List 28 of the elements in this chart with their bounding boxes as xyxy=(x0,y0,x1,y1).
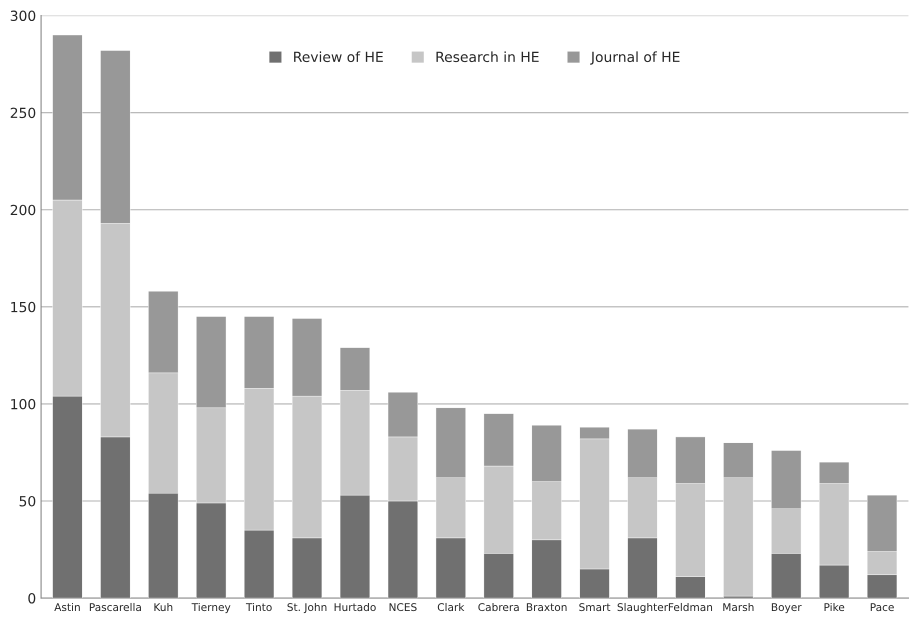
legend-label: Journal of HE xyxy=(590,51,680,65)
y-tick-label: 200 xyxy=(10,204,36,216)
y-tick-label: 50 xyxy=(20,496,36,506)
y-tick-label: 150 xyxy=(11,302,36,312)
x-tick-label: Smart xyxy=(579,603,610,612)
x-tick-label: Hurtado xyxy=(334,602,376,612)
x-tick-label: Boyer xyxy=(772,603,802,614)
x-tick-label: Slaughter xyxy=(618,602,668,614)
y-tick-label: 300 xyxy=(10,10,36,22)
y-tick-label: 250 xyxy=(10,108,36,118)
x-tick-label: Marsh xyxy=(723,602,754,612)
x-tick-label: Feldman xyxy=(668,602,712,612)
x-tick-label: Clark xyxy=(438,602,464,612)
x-tick-label: Pascarella xyxy=(90,602,141,612)
legend-label: Research in HE xyxy=(436,51,539,62)
x-tick-label: Tierney xyxy=(192,602,230,614)
y-tick-label: 0 xyxy=(28,593,36,604)
x-tick-label: St. John xyxy=(287,602,326,614)
x-tick-label: Cabrera xyxy=(478,602,519,612)
x-tick-label: Astin xyxy=(54,602,80,612)
x-tick-label: Pike xyxy=(824,602,844,612)
y-tick-label: 100 xyxy=(11,398,36,410)
x-tick-label: Kuh xyxy=(154,602,172,612)
x-tick-label: Braxton xyxy=(526,603,567,612)
x-tick-label: Pace xyxy=(870,603,894,612)
x-tick-label: Tinto xyxy=(246,602,272,612)
legend-label: Review of HE xyxy=(294,51,383,62)
x-tick-label: NCES xyxy=(390,603,417,612)
